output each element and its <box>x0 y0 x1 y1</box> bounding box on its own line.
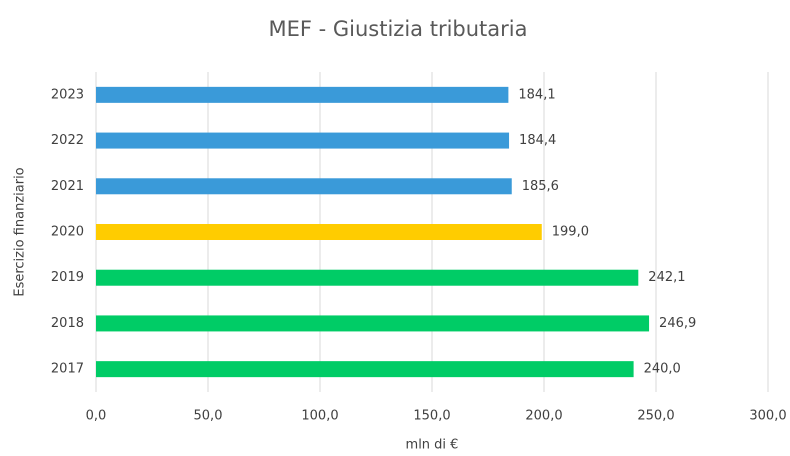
chart-title: MEF - Giustizia tributaria <box>268 17 527 41</box>
bar <box>96 132 510 149</box>
x-tick-label: 200,0 <box>525 409 562 424</box>
bar <box>96 178 512 195</box>
bar <box>96 86 509 103</box>
x-tick-label: 100,0 <box>301 409 338 424</box>
data-label: 184,4 <box>519 133 556 148</box>
x-tick-label: 150,0 <box>413 409 450 424</box>
bar <box>96 315 650 332</box>
data-label: 240,0 <box>644 362 681 377</box>
x-tick-label: 50,0 <box>194 409 223 424</box>
bar <box>96 361 634 378</box>
y-tick-label: 2017 <box>51 362 84 377</box>
y-tick-label: 2018 <box>51 316 84 331</box>
data-label: 185,6 <box>522 179 559 194</box>
data-label: 246,9 <box>659 316 696 331</box>
y-tick-label: 2020 <box>51 225 84 240</box>
data-label: 184,1 <box>518 87 555 102</box>
x-axis-label: mln di € <box>406 438 459 453</box>
data-label: 199,0 <box>552 225 589 240</box>
y-tick-label: 2019 <box>51 270 84 285</box>
bar <box>96 269 639 286</box>
x-tick-label: 0,0 <box>86 409 107 424</box>
x-tick-label: 300,0 <box>749 409 786 424</box>
y-tick-label: 2022 <box>51 133 84 148</box>
y-tick-label: 2023 <box>51 87 84 102</box>
x-tick-label: 250,0 <box>637 409 674 424</box>
y-axis-label: Esercizio finanziario <box>13 167 28 296</box>
data-label: 242,1 <box>648 270 685 285</box>
y-tick-label: 2021 <box>51 179 84 194</box>
bar <box>96 224 542 240</box>
